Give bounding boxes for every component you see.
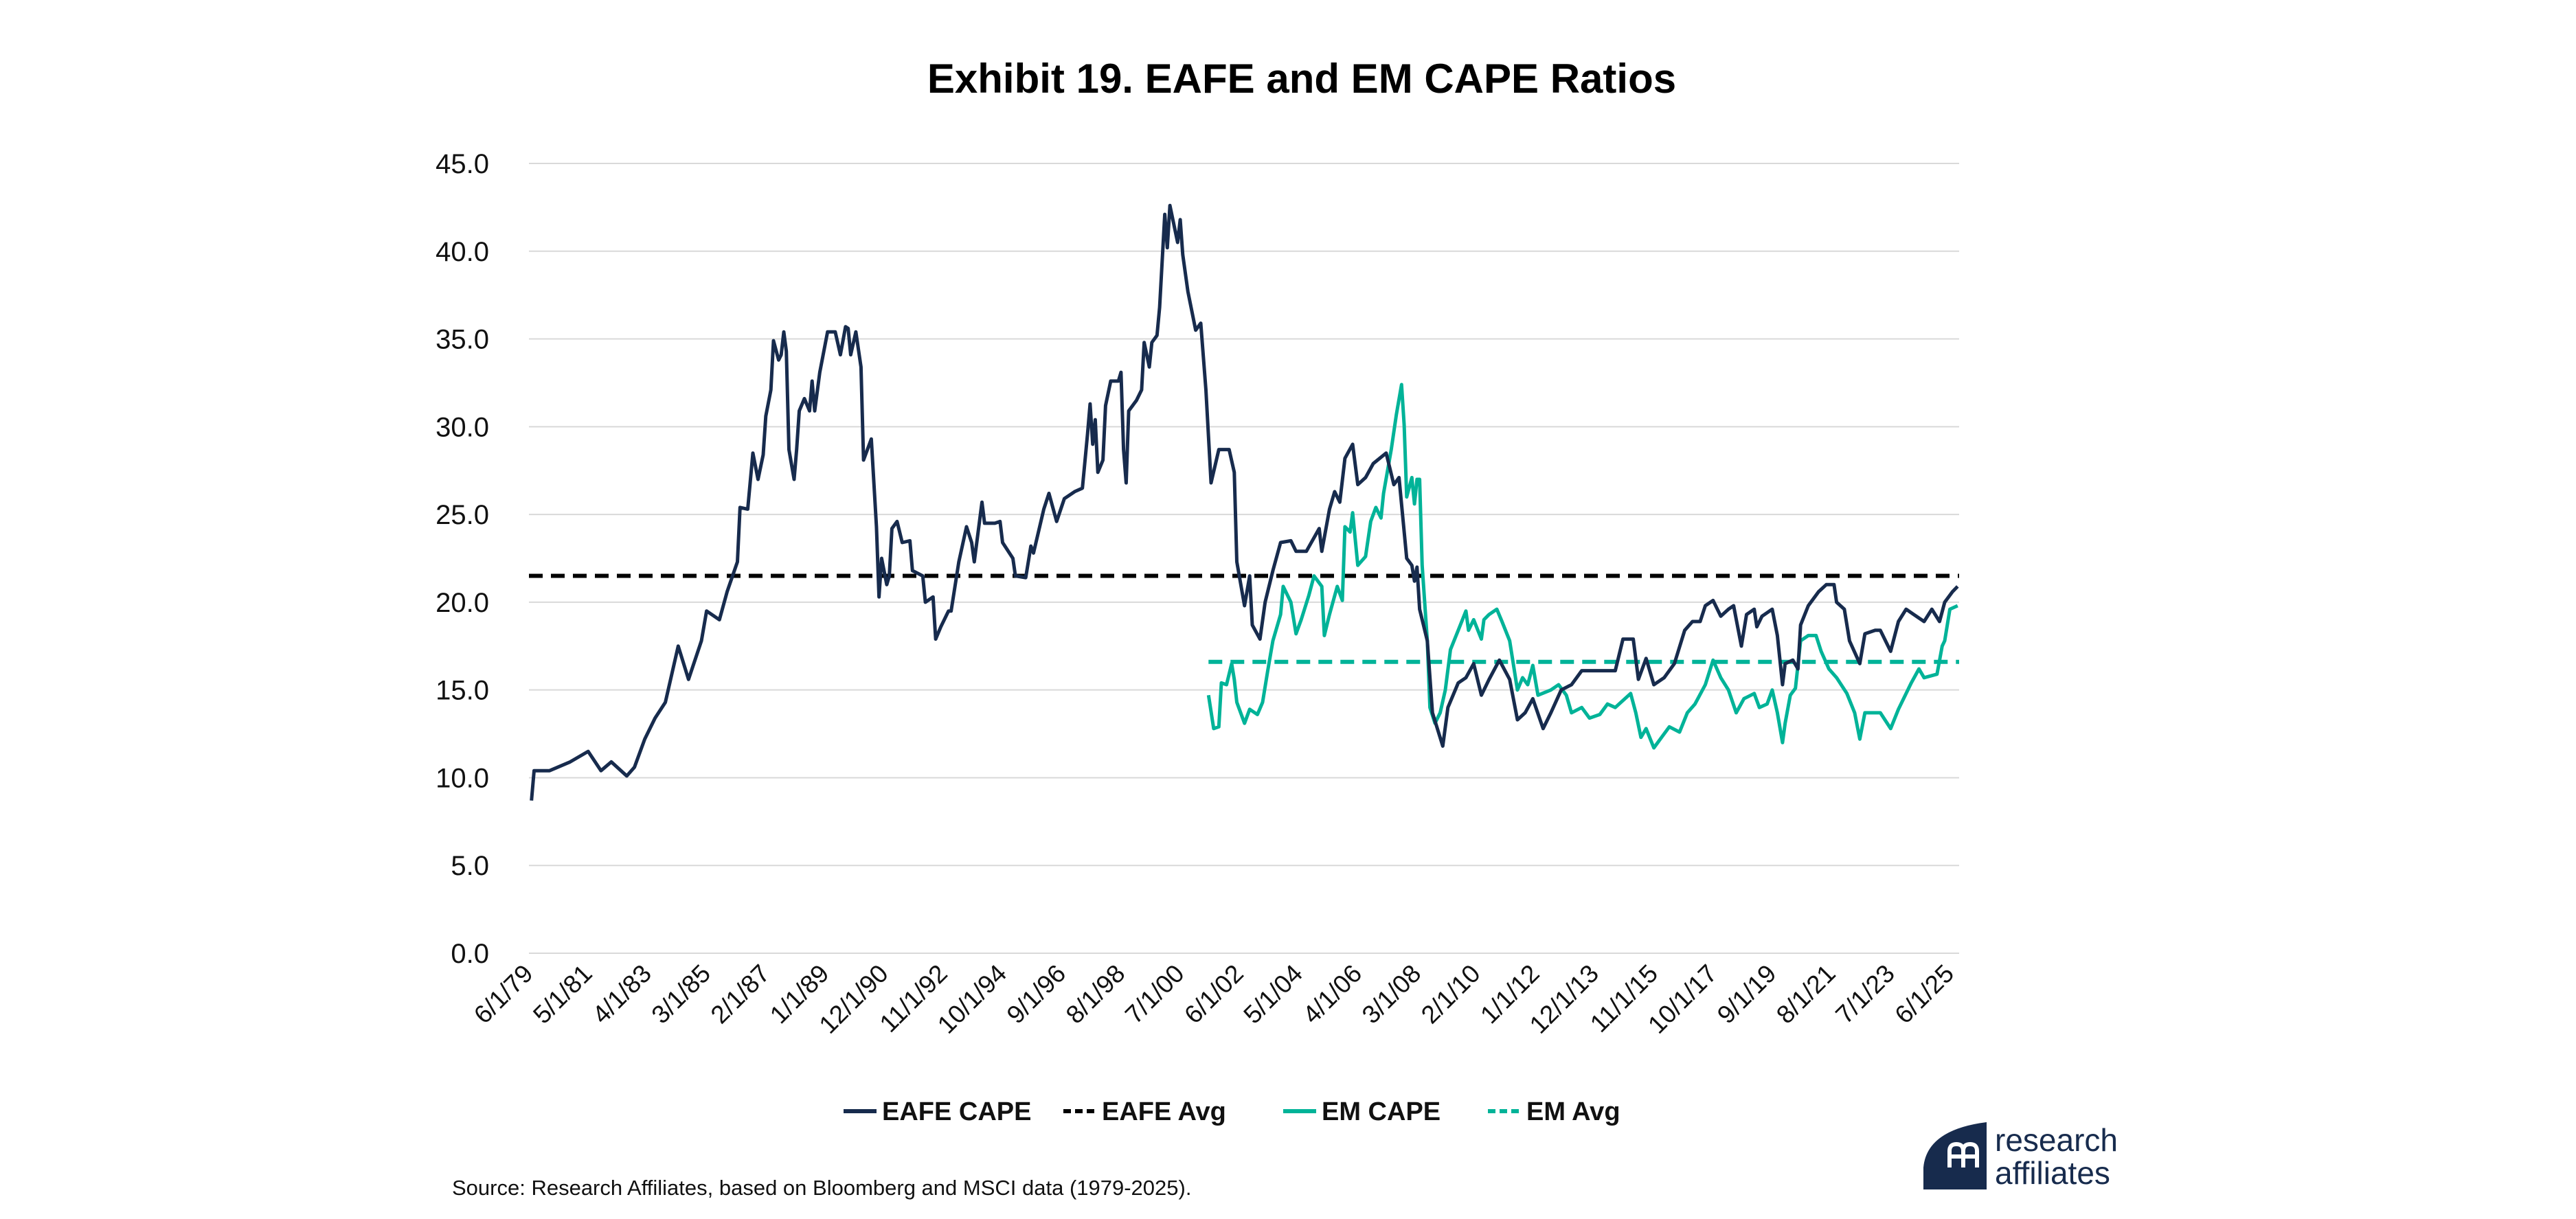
logo-text-research: research	[1995, 1122, 2118, 1158]
legend-label-em-avg: EM Avg	[1526, 1097, 1620, 1126]
x-tick-label: 5/1/04	[1238, 959, 1308, 1029]
x-tick-label: 6/1/02	[1179, 959, 1249, 1029]
x-tick-label: 2/1/87	[705, 959, 776, 1029]
legend-label-em-cape: EM CAPE	[1322, 1097, 1440, 1126]
x-tick-label: 3/1/85	[646, 959, 716, 1029]
y-tick-label: 15.0	[436, 676, 489, 706]
logo-text-affiliates: affiliates	[1995, 1155, 2110, 1191]
y-tick-label: 40.0	[436, 237, 489, 267]
x-tick-label: 2/1/10	[1416, 959, 1486, 1029]
y-tick-label: 30.0	[436, 412, 489, 442]
legend: EAFE CAPE EAFE Avg EM CAPE EM Avg	[844, 1097, 1620, 1126]
x-tick-label: 7/1/23	[1830, 959, 1900, 1029]
x-tick-label: 3/1/08	[1357, 959, 1427, 1029]
legend-item-em-avg: EM Avg	[1488, 1097, 1620, 1126]
plot-area	[529, 203, 1959, 801]
x-tick-label: 6/1/25	[1889, 959, 1959, 1029]
x-tick-label: 8/1/21	[1771, 959, 1841, 1029]
y-tick-label: 20.0	[436, 588, 489, 618]
legend-label-eafe-avg: EAFE Avg	[1102, 1097, 1226, 1126]
y-tick-label: 45.0	[436, 149, 489, 179]
logo-glyph-icon	[1947, 1141, 1979, 1167]
y-axis: 0.0 5.0 10.0 15.0 20.0 25.0 30.0 35.0 40.0 45.0	[436, 149, 489, 969]
x-tick-label: 4/1/83	[587, 959, 657, 1029]
legend-item-eafe-avg: EAFE Avg	[1063, 1097, 1226, 1126]
y-tick-label: 0.0	[451, 939, 489, 969]
x-tick-label: 5/1/81	[528, 959, 598, 1029]
series-line-em-cape	[1206, 383, 1958, 750]
y-tick-label: 35.0	[436, 325, 489, 355]
series-line-eafe-cape	[530, 203, 1959, 801]
x-tick-label: 9/1/96	[1002, 959, 1072, 1029]
y-tick-label: 25.0	[436, 500, 489, 530]
x-tick-label: 4/1/06	[1298, 959, 1368, 1029]
x-tick-label: 8/1/98	[1061, 959, 1131, 1029]
legend-item-em-cape: EM CAPE	[1283, 1097, 1440, 1126]
x-tick-label: 6/1/79	[468, 959, 539, 1029]
x-tick-label: 9/1/19	[1712, 959, 1782, 1029]
legend-label-eafe-cape: EAFE CAPE	[882, 1097, 1031, 1126]
x-axis: 6/1/795/1/814/1/833/1/852/1/871/1/8912/1…	[468, 959, 1959, 1039]
gridlines	[529, 163, 1959, 954]
research-affiliates-logo: research affiliates	[1923, 1122, 2118, 1191]
chart-title: Exhibit 19. EAFE and EM CAPE Ratios	[927, 56, 1676, 102]
legend-item-eafe-cape: EAFE CAPE	[844, 1097, 1031, 1126]
source-note: Source: Research Affiliates, based on Bl…	[452, 1176, 1191, 1200]
y-tick-label: 5.0	[451, 851, 489, 881]
y-tick-label: 10.0	[436, 763, 489, 793]
x-tick-label: 7/1/00	[1120, 959, 1190, 1029]
